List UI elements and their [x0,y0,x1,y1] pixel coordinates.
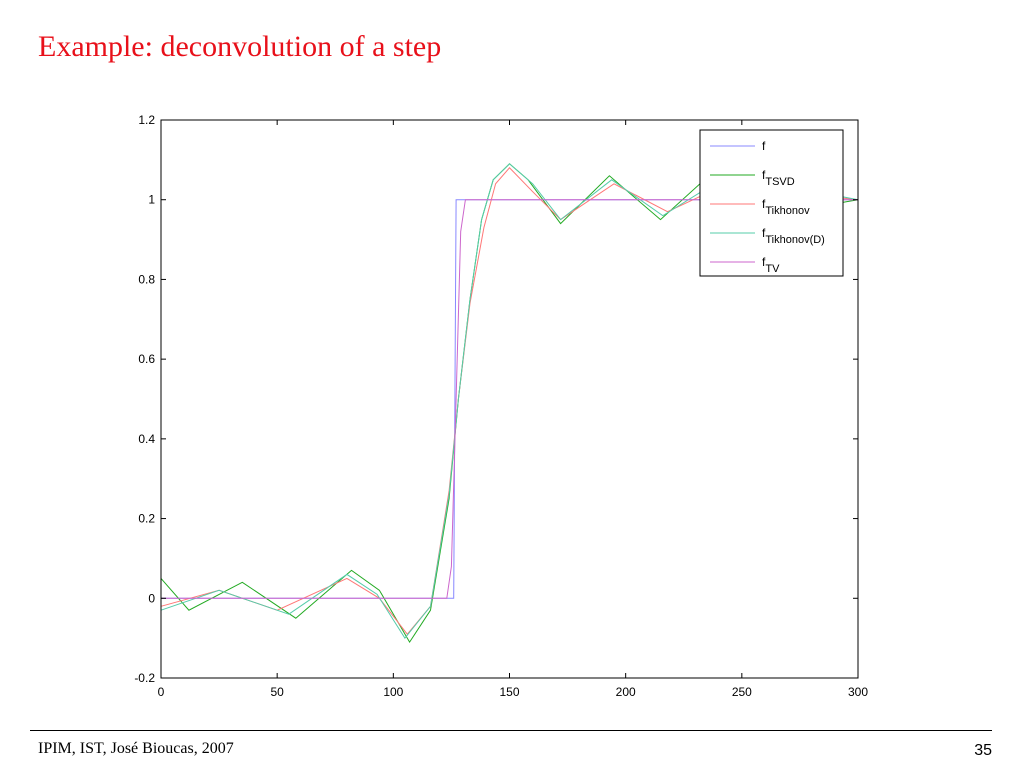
x-tick-label: 300 [848,685,868,699]
footer-divider [30,730,992,731]
legend-label-1: fTSVD [762,168,795,188]
legend-label-0: f [762,139,766,153]
y-tick-label: 0.8 [138,272,155,286]
x-tick-label: 250 [732,685,752,699]
x-tick-label: 100 [383,685,403,699]
y-tick-label: 0 [148,591,155,605]
y-tick-label: 0.4 [138,432,155,446]
legend: f fTSVD fTikhonov fTikhonov(D) fTV [699,129,844,277]
y-tick-label: 1 [148,193,155,207]
x-tick-label: 0 [158,685,165,699]
x-tick-label: 200 [616,685,636,699]
page-number: 35 [974,742,992,759]
series-line-4 [161,199,858,599]
y-tick-label: 0.6 [138,352,155,366]
series-line-3 [160,163,859,639]
legend-label-4: fTV [762,255,780,275]
slide-title: Example: deconvolution of a step [38,30,442,63]
legend-box [699,129,844,277]
x-tick-label: 150 [499,685,519,699]
y-tick-label: 1.2 [138,113,155,127]
legend-label-2: fTikhonov [762,197,810,217]
legend-label-3: fTikhonov(D) [762,226,825,246]
x-tick-label: 50 [270,685,284,699]
footer-credit: IPIM, IST, José Bioucas, 2007 [38,740,234,757]
y-tick-label: -0.2 [134,671,155,685]
y-tick-label: 0.2 [138,512,155,526]
